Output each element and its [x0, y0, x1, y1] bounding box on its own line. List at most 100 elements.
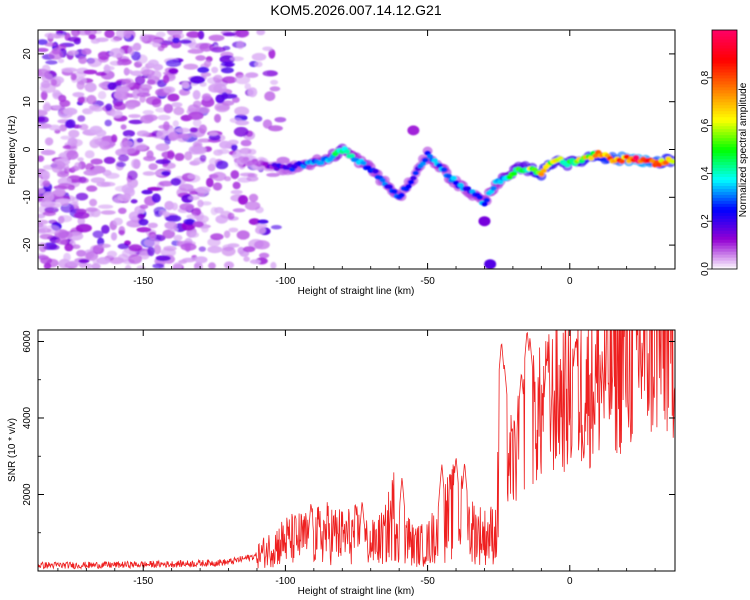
colorbar-segment — [712, 86, 737, 91]
heatmap-cell — [57, 215, 65, 224]
heatmap-cell — [44, 42, 57, 47]
heatmap-cell — [372, 168, 379, 174]
heatmap-cell — [105, 172, 120, 179]
heatmap-cell — [256, 30, 266, 36]
heatmap-cell — [84, 150, 95, 159]
heatmap-cell — [152, 63, 164, 71]
heatmap-cell — [195, 186, 211, 194]
heatmap-cell — [255, 223, 268, 228]
snr-y-tick-label: 6000 — [22, 330, 33, 353]
heatmap-cell — [144, 238, 160, 247]
heatmap-cell — [138, 218, 149, 226]
heatmap-cell — [60, 135, 71, 140]
heatmap-cell — [139, 33, 149, 43]
heatmap-cell — [121, 140, 134, 148]
colorbar-segment — [712, 110, 737, 115]
heatmap-cell — [171, 202, 178, 211]
heatmap-cell — [266, 172, 280, 177]
heatmap-cell — [410, 175, 417, 181]
heatmap-cell — [74, 211, 90, 219]
heatmap-cell — [116, 59, 124, 66]
heatmap-cell — [91, 263, 101, 269]
heatmap-cell — [132, 42, 142, 52]
heatmap-cell — [120, 124, 127, 130]
colorbar-tick-label: 0.8 — [700, 70, 711, 84]
heatmap-cell — [249, 259, 261, 265]
heatmap-cell — [398, 192, 405, 198]
colorbar-segment — [712, 242, 737, 246]
colorbar-segment — [712, 236, 737, 240]
heatmap-cell — [38, 47, 49, 53]
colorbar-segment — [712, 92, 737, 97]
snr-x-axis-label: Height of straight line (km) — [298, 586, 415, 597]
heatmap-cell — [476, 194, 483, 200]
heatmap-cell — [239, 147, 252, 155]
colorbar-segment — [712, 254, 737, 258]
heatmap-cell — [274, 117, 287, 123]
heatmap-y-tick-label: -10 — [22, 190, 33, 205]
heatmap-cell — [192, 118, 202, 127]
heatmap-cell — [181, 257, 196, 263]
heatmap-cell — [213, 83, 227, 94]
colorbar-segment — [712, 113, 737, 118]
heatmap-cell — [162, 211, 170, 217]
heatmap-cell — [67, 50, 79, 56]
heatmap-cell — [247, 87, 258, 98]
heatmap-cell — [46, 258, 59, 268]
heatmap-cell — [214, 207, 224, 214]
snr-x-tick-label: -100 — [275, 576, 295, 587]
heatmap-cell — [167, 93, 180, 102]
colorbar-segment — [712, 155, 737, 160]
heatmap-cell — [88, 34, 97, 40]
heatmap-cell — [48, 244, 60, 250]
heatmap-cell — [248, 193, 259, 202]
heatmap-cell — [38, 213, 46, 219]
heatmap-cell — [209, 157, 218, 167]
heatmap-cell — [172, 262, 183, 269]
heatmap-cell — [121, 78, 135, 88]
heatmap-cell — [540, 168, 547, 174]
heatmap-cell — [64, 243, 74, 252]
heatmap-cell — [234, 74, 251, 85]
heatmap-cell — [68, 129, 80, 138]
heatmap-cell — [200, 72, 212, 77]
colorbar-segment — [712, 218, 737, 222]
heatmap-cell — [42, 211, 56, 217]
heatmap-cell — [147, 79, 156, 85]
heatmap-cell — [186, 31, 201, 39]
heatmap-cell — [113, 90, 125, 100]
heatmap-cell — [174, 32, 185, 40]
heatmap-cell — [148, 163, 158, 171]
colorbar-segment — [712, 44, 737, 49]
heatmap-cell — [103, 156, 116, 164]
heatmap-cell — [230, 189, 243, 195]
heatmap-cell — [75, 223, 92, 233]
colorbar-segment — [712, 98, 737, 103]
colorbar-segment — [712, 74, 737, 79]
heatmap-cell — [48, 219, 58, 224]
heatmap-cell — [128, 244, 143, 252]
heatmap-cell — [215, 160, 229, 170]
heatmap-cell — [76, 249, 87, 257]
heatmap-cell — [230, 170, 240, 180]
colorbar-segment — [712, 101, 737, 106]
heatmap-cell — [197, 199, 204, 208]
heatmap-cell — [165, 214, 182, 223]
heatmap-cell — [110, 37, 121, 43]
heatmap-cell — [38, 123, 52, 129]
heatmap-cell — [181, 81, 190, 89]
heatmap-cell — [149, 234, 157, 240]
colorbar-segment — [712, 146, 737, 151]
heatmap-cell — [246, 175, 259, 182]
heatmap-cell — [140, 114, 154, 124]
heatmap-cell — [83, 69, 98, 75]
heatmap-cell — [201, 201, 212, 206]
heatmap-cell — [188, 111, 204, 121]
heatmap-cell — [184, 151, 193, 161]
heatmap-cell — [139, 84, 153, 91]
heatmap-cell — [39, 233, 54, 240]
heatmap-cell — [391, 189, 398, 194]
heatmap-cell — [62, 107, 78, 116]
heatmap-cell — [189, 76, 205, 84]
